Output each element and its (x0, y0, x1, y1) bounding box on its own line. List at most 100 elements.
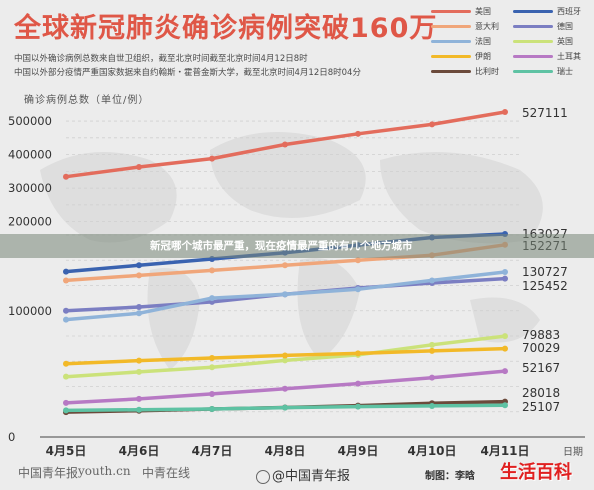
data-point (282, 141, 288, 148)
data-point (502, 368, 508, 375)
end-value-label: 52167 (522, 361, 560, 375)
data-point (63, 277, 69, 284)
data-point (63, 407, 69, 414)
end-value-label: 28018 (522, 386, 560, 400)
weibo-icon (256, 469, 270, 484)
x-tick-label: 4月10日 (407, 444, 456, 458)
data-point (282, 357, 288, 364)
legend-item: 美国 (431, 6, 491, 17)
data-point (136, 368, 142, 375)
data-point (136, 303, 142, 310)
source-note-1: 中国以外确诊病例总数来自世卫组织，截至北京时间截至北京时间4月12日8时 (14, 54, 308, 64)
y-tick-label: 100000 (8, 304, 52, 318)
legend-label: 西班牙 (557, 7, 581, 16)
y-tick-label: 300000 (8, 181, 52, 195)
legend-swatch (513, 10, 553, 13)
legend-swatch (431, 55, 471, 58)
data-point (209, 155, 215, 162)
source-note-2: 中国以外部分疫情严重国家数据来自约翰斯・霍普金斯大学，截至北京时间4月12日8时… (14, 68, 361, 78)
data-point (63, 373, 69, 380)
data-point (136, 357, 142, 364)
data-point (136, 395, 142, 402)
data-point (429, 402, 435, 409)
x-tick-label: 4月11日 (480, 444, 529, 458)
footer-credit: 制图：李晗 (425, 471, 475, 482)
legend-swatch (513, 70, 553, 73)
legend-swatch (513, 55, 553, 58)
x-tick-label: 4月5日 (46, 444, 87, 458)
legend-label: 比利时 (475, 67, 499, 76)
data-point (282, 404, 288, 411)
data-point (429, 374, 435, 381)
legend-label: 英国 (557, 37, 573, 46)
data-point (282, 352, 288, 359)
data-point (63, 173, 69, 180)
data-point (502, 275, 508, 282)
legend-swatch (513, 40, 553, 43)
y-tick-label: 0 (8, 430, 15, 444)
data-point (502, 402, 508, 409)
data-point (282, 262, 288, 269)
footer-logo-2: youth.cn (78, 464, 131, 478)
legend-label: 法国 (475, 37, 491, 46)
footer-weibo-label: @中国青年报 (272, 469, 351, 484)
data-point (209, 405, 215, 412)
data-point (63, 268, 69, 275)
legend-item: 德国 (513, 21, 573, 32)
data-point (502, 268, 508, 275)
legend-label: 德国 (557, 22, 573, 31)
data-point (355, 130, 361, 137)
end-value-label: 125452 (522, 279, 568, 293)
legend-item: 英国 (513, 36, 573, 47)
legend-item: 瑞士 (513, 66, 573, 77)
legend-label: 意大利 (475, 22, 499, 31)
legend-swatch (513, 25, 553, 28)
legend-swatch (431, 40, 471, 43)
data-point (209, 354, 215, 361)
end-value-label: 25107 (522, 400, 560, 414)
data-point (502, 345, 508, 352)
data-point (209, 390, 215, 397)
footer-brand: 生活百科 (500, 462, 572, 483)
data-point (355, 257, 361, 264)
x-tick-label: 4月7日 (192, 444, 233, 458)
legend-label: 瑞士 (557, 67, 573, 76)
legend-label: 美国 (475, 7, 491, 16)
caption-banner-text: 新冠哪个城市最严重，现在疫情最严重的有几个地方城市 (150, 240, 413, 252)
legend-label: 土耳其 (557, 52, 581, 61)
x-tick-label: 4月8日 (265, 444, 306, 458)
end-value-label: 70029 (522, 341, 560, 355)
data-point (136, 163, 142, 170)
end-value-label: 130727 (522, 265, 568, 279)
data-point (429, 347, 435, 354)
y-axis-label: 确诊病例总数（单位/例） (24, 95, 150, 106)
caption-banner (0, 234, 594, 258)
y-tick-label: 500000 (8, 114, 52, 128)
data-point (63, 307, 69, 314)
data-point (209, 364, 215, 371)
legend-swatch (431, 70, 471, 73)
data-point (429, 121, 435, 128)
page-title: 全球新冠肺炎确诊病例突破160万 (14, 13, 438, 44)
legend-item: 比利时 (431, 66, 499, 77)
footer-logo-3: 中青在线 (142, 466, 191, 480)
data-point (209, 267, 215, 274)
x-axis-label: 日期 (563, 446, 583, 458)
legend-swatch (431, 10, 471, 13)
footer-weibo[interactable]: @中国青年报 (256, 465, 350, 484)
legend-item: 法国 (431, 36, 491, 47)
data-point (282, 385, 288, 392)
data-point (136, 262, 142, 269)
data-point (355, 403, 361, 410)
data-point (429, 277, 435, 284)
data-point (136, 272, 142, 279)
data-point (355, 350, 361, 357)
y-tick-label: 400000 (8, 148, 52, 162)
data-point (63, 360, 69, 367)
legend-swatch (431, 25, 471, 28)
legend: 美国 西班牙 意大利 德国 法国 英国 伊朗 土耳其 比利时 瑞士 (425, 2, 590, 102)
y-tick-label: 200000 (8, 215, 52, 229)
footer-logo-1: 中国青年报 (18, 466, 79, 480)
